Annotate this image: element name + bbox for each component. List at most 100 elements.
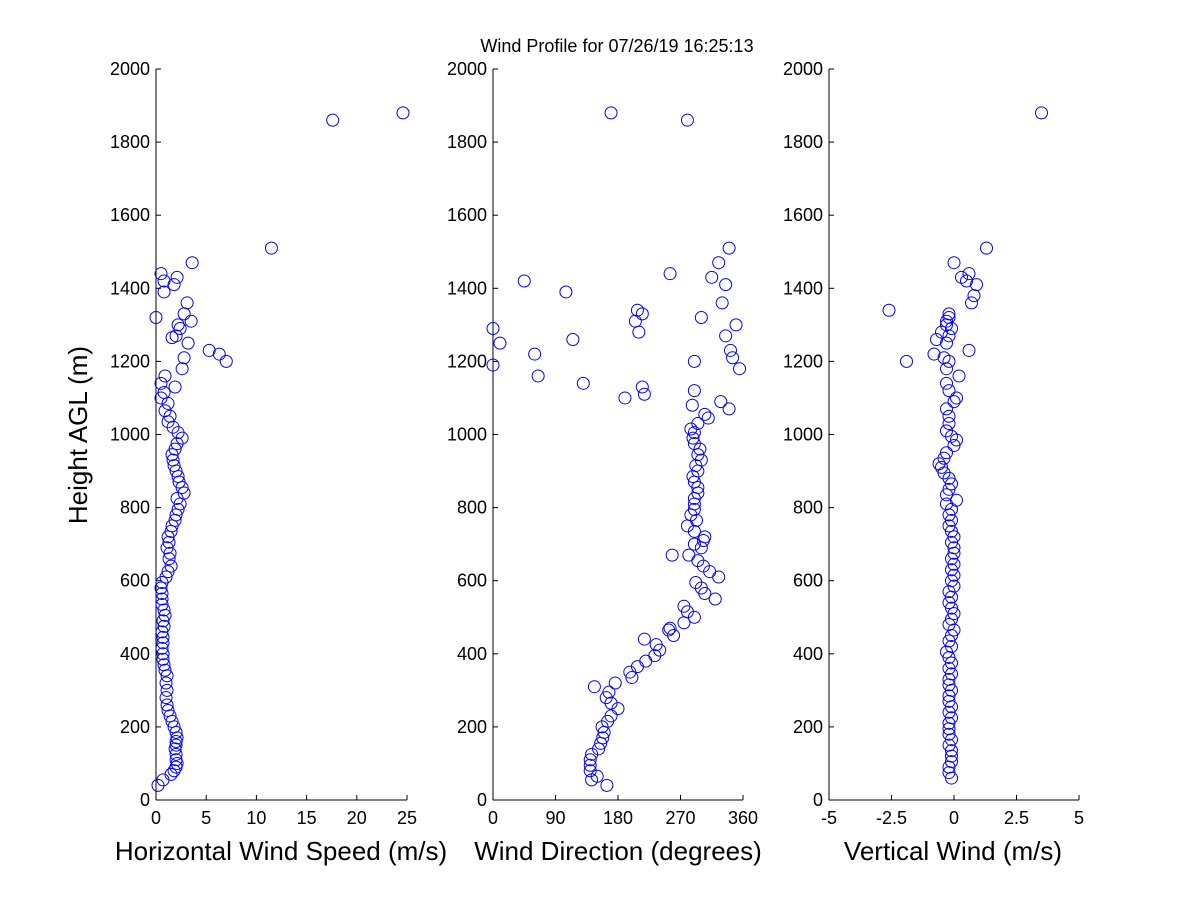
direction-data-point — [600, 778, 614, 792]
direction-data-point — [604, 709, 618, 723]
direction-data-point — [635, 307, 649, 321]
direction-data-point — [583, 758, 597, 772]
direction-data-point — [493, 336, 507, 350]
direction-data-point — [637, 387, 651, 401]
vertical-data-point — [962, 343, 976, 357]
speed-x-tick-label: 10 — [246, 808, 266, 828]
vertical-data-point — [947, 530, 961, 544]
speed-x-tick-label: 15 — [297, 808, 317, 828]
vertical-data-point — [950, 391, 963, 405]
direction-data-point — [708, 592, 722, 606]
direction-data-point — [687, 537, 701, 551]
vertical-data-point — [947, 607, 961, 621]
direction-data-point — [583, 753, 597, 767]
vertical-data-point — [947, 438, 961, 452]
direction-data-point — [635, 380, 649, 394]
vertical-data-point — [937, 351, 951, 365]
speed-data-point — [155, 586, 169, 600]
speed-data-point — [168, 442, 182, 456]
vertical-x-axis-label: Vertical Wind (m/s) — [844, 836, 1062, 866]
vertical-data-point — [927, 347, 941, 361]
direction-x-tick-label: 360 — [728, 808, 758, 828]
speed-x-tick-label: 5 — [201, 808, 211, 828]
direction-data-point — [682, 548, 696, 562]
vertical-data-point — [945, 711, 958, 725]
direction-data-point — [665, 548, 679, 562]
vertical-data-point — [945, 513, 958, 527]
vertical-data-point — [947, 256, 961, 270]
speed-x-axis-label: Horizontal Wind Speed (m/s) — [115, 836, 447, 866]
vertical-data-point — [945, 667, 958, 681]
speed-x-tick-label: 20 — [347, 808, 367, 828]
figure-title: Wind Profile for 07/26/19 16:25:13 — [480, 36, 753, 56]
speed-data-point — [184, 314, 198, 328]
speed-data-point — [161, 703, 175, 717]
speed-data-point — [160, 698, 174, 712]
speed-data-point — [170, 270, 184, 284]
direction-data-point — [566, 332, 580, 346]
direction-data-point — [722, 241, 736, 255]
direction-data-point — [691, 417, 705, 431]
direction-x-tick-label: 0 — [488, 808, 498, 828]
direction-y-tick-label: 400 — [457, 644, 487, 664]
vertical-data-point — [945, 601, 958, 615]
direction-data-point — [587, 680, 601, 694]
vertical-data-point — [935, 460, 948, 474]
speed-data-point — [158, 369, 172, 383]
vertical-y-tick-label: 1400 — [783, 278, 823, 298]
direction-data-point — [689, 576, 703, 590]
speed-data-point — [326, 113, 340, 127]
speed-data-point — [155, 641, 169, 655]
speed-data-point — [180, 296, 194, 310]
speed-data-point — [175, 362, 189, 376]
vertical-data-point — [942, 482, 956, 496]
direction-y-tick-label: 200 — [457, 717, 487, 737]
speed-data-point — [171, 502, 185, 516]
vertical-data-point — [945, 656, 958, 670]
vertical-data-point — [942, 519, 956, 533]
vertical-data-point — [952, 369, 966, 383]
vertical-data-point — [942, 705, 956, 719]
speed-data-point — [169, 329, 183, 343]
vertical-data-point — [970, 278, 983, 292]
direction-data-point — [486, 358, 500, 372]
speed-y-tick-label: 400 — [120, 644, 150, 664]
direction-data-point — [662, 623, 676, 637]
vertical-y-tick-label: 1600 — [783, 205, 823, 225]
direction-data-point — [724, 343, 737, 357]
vertical-data-point — [965, 296, 978, 310]
speed-data-point — [162, 552, 176, 566]
speed-y-tick-label: 800 — [120, 498, 150, 518]
speed-data-point — [160, 541, 174, 555]
vertical-data-point — [947, 541, 961, 555]
speed-data-point — [157, 658, 171, 672]
speed-y-tick-label: 1600 — [110, 205, 150, 225]
speed-data-point — [157, 603, 171, 617]
vertical-data-point — [942, 634, 956, 648]
direction-data-point — [528, 347, 542, 361]
vertical-y-tick-label: 200 — [793, 717, 823, 737]
direction-data-point — [687, 384, 701, 398]
vertical-data-point — [945, 574, 958, 588]
speed-data-point — [159, 691, 173, 705]
direction-data-point — [705, 270, 719, 284]
speed-x-tick-label: 0 — [151, 808, 161, 828]
direction-data-point — [687, 426, 701, 440]
vertical-data-point — [942, 596, 956, 610]
vertical-y-tick-label: 800 — [793, 498, 823, 518]
vertical-data-point — [940, 402, 953, 416]
speed-data-point — [154, 581, 168, 595]
speed-data-point — [212, 347, 226, 361]
vertical-data-point — [945, 612, 958, 626]
speed-plot: Horizontal Wind Speed (m/s) 020040060080… — [110, 59, 447, 866]
direction-data-point — [649, 638, 663, 652]
speed-y-tick-label: 0 — [140, 790, 150, 810]
vertical-y-tick-label: 0 — [813, 790, 823, 810]
direction-data-point — [625, 671, 639, 685]
vertical-data-point — [945, 639, 958, 653]
speed-data-point — [159, 676, 173, 690]
speed-data-point — [155, 592, 169, 606]
vertical-x-tick-label: -2.5 — [876, 808, 907, 828]
direction-data-point — [715, 296, 729, 310]
direction-x-tick-label: 90 — [545, 808, 565, 828]
